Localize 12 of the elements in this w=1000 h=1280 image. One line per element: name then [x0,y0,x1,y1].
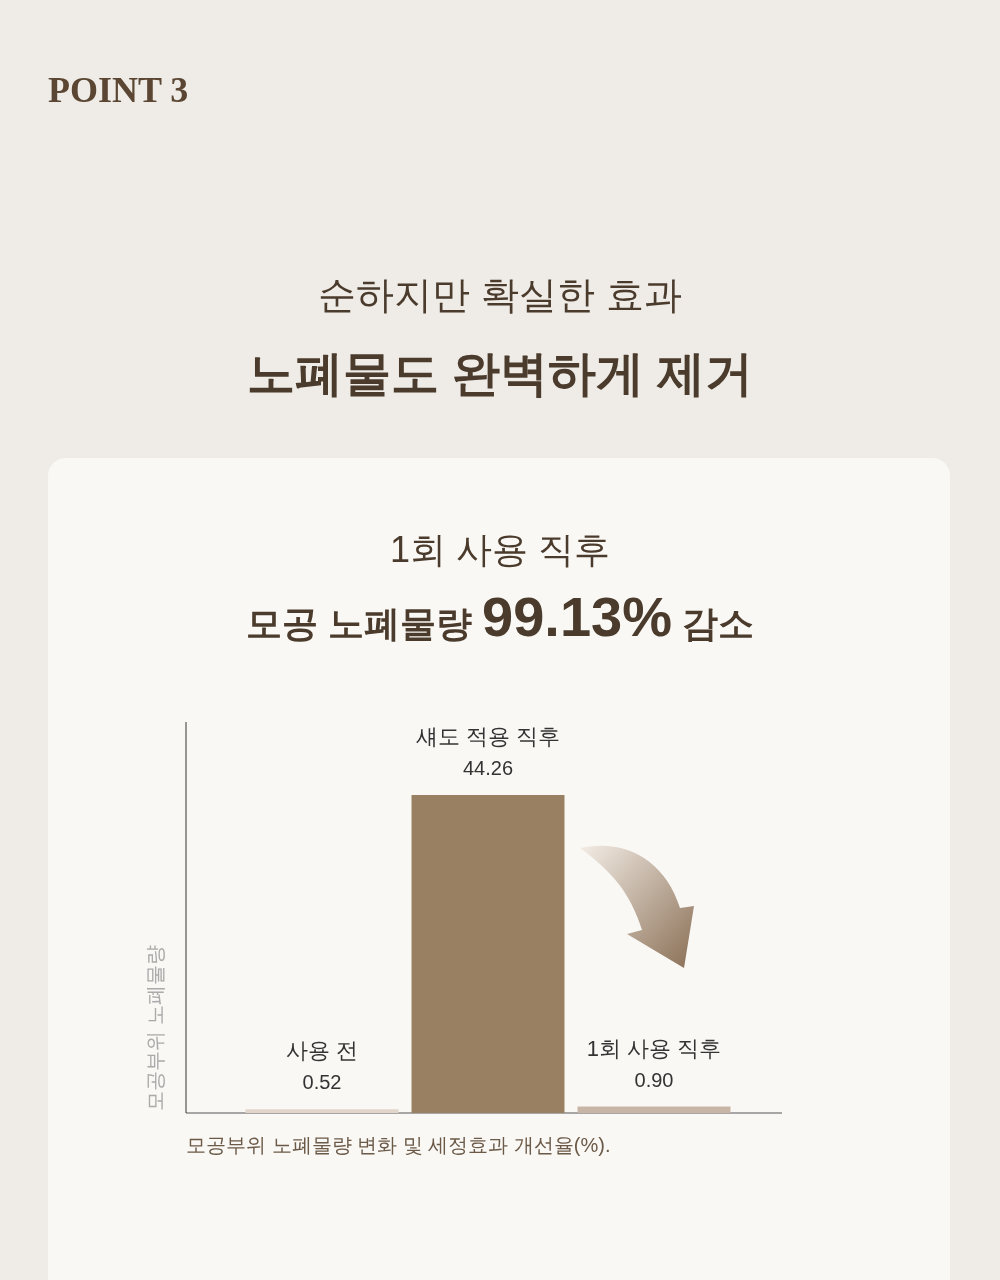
chart-title: 순하지만 확실한 효과 [318,274,682,316]
text: POINT 3 [48,70,189,110]
chart-subtitle: 노폐물도 완벽하게 제거 [246,347,754,400]
data-label: 44.26 [462,757,514,779]
x-tick-label: 사용 전 [285,1038,359,1064]
text: 모공 노폐물량 99.13% 감소 [246,585,754,648]
data-label: 0.90 [634,1068,674,1091]
x-tick-label: 섀도 적용 직후 [415,724,561,749]
text: 모공부위 노폐물량 변화 및 세정효과 개선율(%). [186,1134,611,1156]
data-label: 0.52 [302,1071,342,1094]
text: 1회 사용 직후 [389,529,611,570]
y-axis-title: 모공부위 노폐물량 [144,945,166,1111]
